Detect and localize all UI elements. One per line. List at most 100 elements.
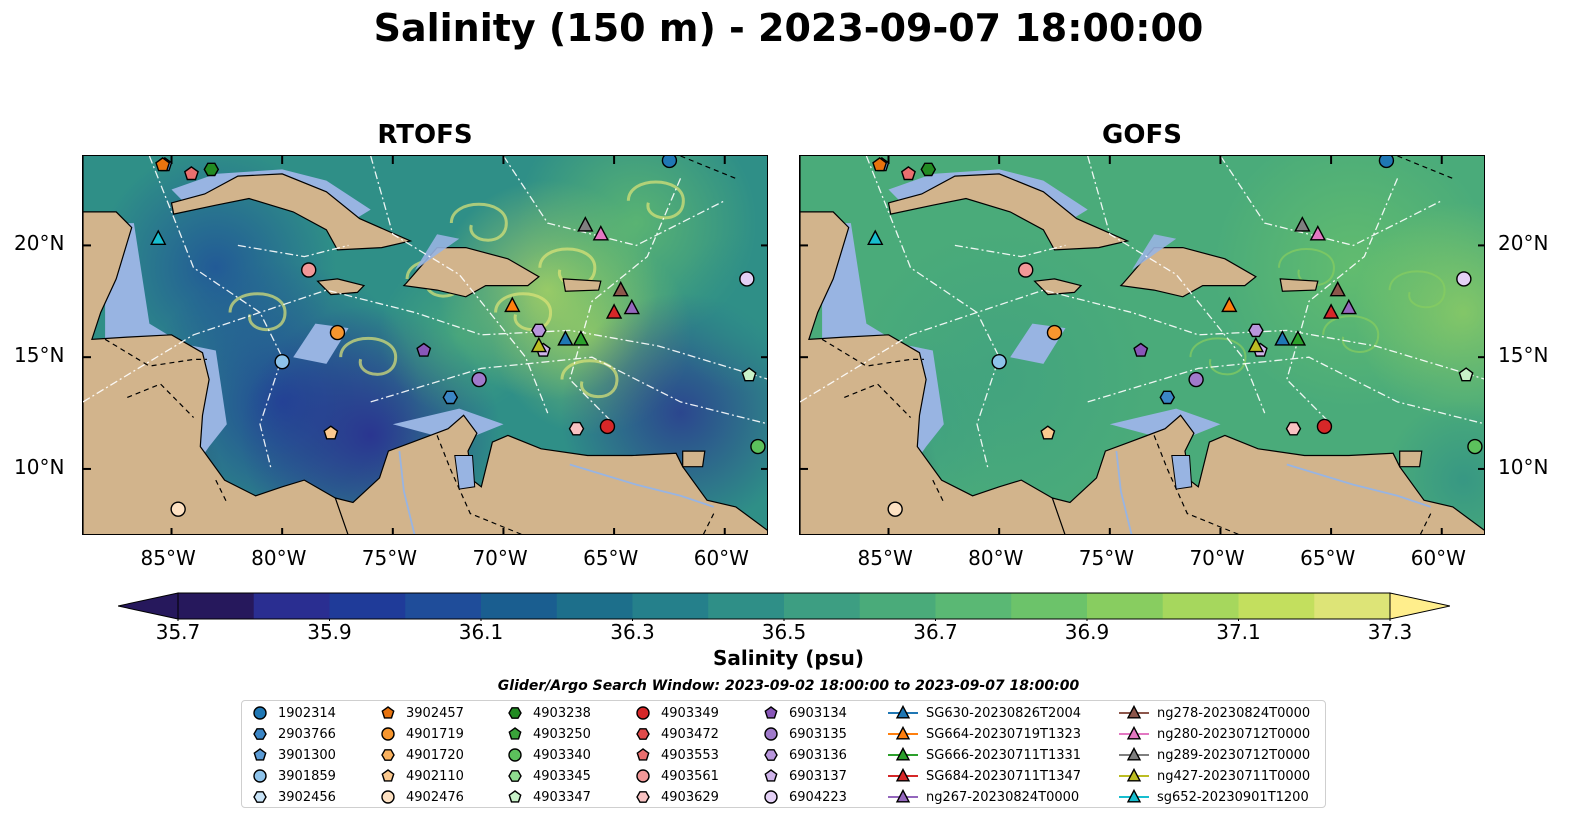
platform-marker-ng278-20230824T0000[interactable]: [612, 280, 629, 297]
legend-entry: ng427-20230711T0000: [1119, 766, 1310, 786]
legend-marker-triangle-icon: [1119, 704, 1149, 719]
platform-marker-2903766[interactable]: [442, 390, 459, 405]
platform-marker-4903629[interactable]: [1285, 421, 1302, 436]
platform-marker-SG666-20230711T1331[interactable]: [572, 330, 590, 346]
legend-marker-pentagon-icon: [764, 769, 778, 782]
platform-marker-ng427-20230711T0000[interactable]: [1247, 336, 1265, 353]
legend-marker-hexagon-icon: [381, 749, 395, 761]
platform-marker-2903766[interactable]: [1159, 390, 1176, 405]
legend-entry: ng278-20230824T0000: [1119, 703, 1310, 723]
legend-label: 1902314: [278, 705, 336, 721]
platform-marker-SG630-20230826T2004[interactable]: [1274, 330, 1291, 346]
platform-marker-3902457[interactable]: [155, 157, 171, 172]
legend-entry: 4903238: [505, 703, 591, 723]
legend-title: Glider/Argo Search Window: 2023-09-02 18…: [497, 678, 1080, 694]
platform-marker-ng289-20230712T0000[interactable]: [577, 216, 594, 232]
legend-marker-pentagon-icon: [764, 706, 778, 719]
platform-marker-SG684-20230711T1347[interactable]: [1322, 303, 1340, 319]
legend-entry: 6903135: [761, 724, 847, 744]
legend-entry: 6904223: [761, 787, 847, 807]
platform-marker-ng267-20230824T0000[interactable]: [623, 298, 640, 315]
platform-marker-4903340[interactable]: [1467, 438, 1483, 455]
colorbar-segment: [784, 593, 861, 619]
platform-marker-4903347[interactable]: [741, 367, 757, 382]
platform-marker-3902457[interactable]: [872, 157, 888, 172]
legend-marker-hexagon-icon: [764, 749, 778, 761]
colorbar-segment: [1087, 593, 1164, 619]
platform-marker-4903349[interactable]: [599, 418, 616, 435]
legend-entry: 4901719: [378, 724, 464, 744]
legend-marker-circle-icon: [508, 748, 522, 762]
platform-marker-6904223[interactable]: [739, 271, 755, 287]
platform-marker-6904223[interactable]: [1456, 271, 1472, 287]
platform-marker-sg652-20230901T1200[interactable]: [867, 229, 884, 246]
platform-marker-4903238[interactable]: [203, 162, 220, 177]
platform-marker-ng427-20230711T0000[interactable]: [530, 336, 548, 353]
colorbar-segment: [556, 593, 633, 619]
platform-marker-1902314[interactable]: [661, 156, 678, 169]
map-panel-rtofs[interactable]: [82, 155, 768, 535]
platform-marker-6903134[interactable]: [1133, 342, 1149, 357]
platform-marker-6903134[interactable]: [416, 342, 432, 357]
platform-marker-4902476[interactable]: [170, 501, 186, 517]
platform-marker-ng267-20230824T0000[interactable]: [1340, 298, 1357, 315]
legend-marker-circle-icon: [764, 790, 778, 804]
platform-marker-ng280-20230712T0000[interactable]: [592, 225, 609, 241]
legend-label: 3901300: [278, 747, 336, 763]
platform-marker-4903553[interactable]: [900, 166, 916, 181]
legend-marker-hexagon-icon: [636, 728, 650, 740]
platform-marker-SG666-20230711T1331[interactable]: [1289, 330, 1307, 346]
map-panel-gofs[interactable]: [799, 155, 1485, 535]
legend-label: 4903345: [533, 768, 591, 784]
platform-marker-6903135[interactable]: [471, 371, 487, 388]
legend-label: 4902476: [406, 789, 464, 805]
lon-tick-label: 70°W: [472, 546, 528, 570]
colorbar-segment: [178, 593, 255, 619]
platform-marker-6903136[interactable]: [1248, 323, 1264, 338]
platform-marker-4902476[interactable]: [887, 501, 903, 517]
platform-marker-SG664-20230719T1323[interactable]: [504, 296, 521, 313]
legend-marker-hexagon-icon: [253, 728, 267, 740]
platform-marker-SG664-20230719T1323[interactable]: [1221, 296, 1238, 313]
platform-marker-4901719[interactable]: [1046, 324, 1063, 341]
platform-marker-4903629[interactable]: [568, 421, 585, 436]
lat-tick-label-right: 20°N: [1498, 231, 1549, 256]
platform-marker-SG684-20230711T1347[interactable]: [605, 303, 623, 319]
platform-marker-4903553[interactable]: [183, 166, 199, 181]
platform-marker-ng278-20230824T0000[interactable]: [1329, 280, 1346, 297]
platform-marker-6903135[interactable]: [1188, 371, 1204, 388]
platform-marker-4902110[interactable]: [323, 425, 339, 440]
platform-marker-ng280-20230712T0000[interactable]: [1309, 225, 1326, 241]
platform-marker-6903136[interactable]: [531, 323, 547, 338]
legend-label: SG666-20230711T1331: [926, 747, 1082, 763]
platform-marker-3901859[interactable]: [274, 353, 290, 370]
legend-marker-triangle-icon: [888, 788, 918, 803]
platform-marker-4902110[interactable]: [1040, 425, 1056, 440]
platform-marker-4901719[interactable]: [329, 324, 346, 341]
legend-marker-pentagon-icon: [636, 748, 650, 761]
legend-marker-pentagon-icon: [508, 727, 522, 740]
figure-title: Salinity (150 m) - 2023-09-07 18:00:00: [373, 6, 1204, 50]
colorbar-tick-label: 37.3: [1367, 620, 1413, 644]
colorbar-extend-high: [1389, 592, 1451, 620]
platform-marker-4903561[interactable]: [301, 262, 317, 278]
platform-marker-4903347[interactable]: [1458, 367, 1474, 382]
legend-label: 4903238: [533, 705, 591, 721]
platform-marker-sg652-20230901T1200[interactable]: [150, 229, 167, 246]
platform-marker-4903561[interactable]: [1018, 262, 1034, 278]
platform-marker-4903349[interactable]: [1316, 418, 1333, 435]
platform-marker-4903238[interactable]: [920, 162, 937, 177]
platform-marker-1902314[interactable]: [1378, 156, 1395, 169]
legend-label: SG630-20230826T2004: [926, 705, 1082, 721]
platform-marker-3901859[interactable]: [991, 353, 1007, 370]
platform-marker-4903340[interactable]: [750, 438, 766, 455]
legend-entry: 4903340: [505, 745, 591, 765]
legend-entry: 4903629: [633, 787, 719, 807]
lat-tick-label-left: 10°N: [14, 454, 65, 479]
legend-label: 3902456: [278, 789, 336, 805]
colorbar-tick-label: 36.9: [1064, 620, 1110, 644]
platform-marker-SG630-20230826T2004[interactable]: [557, 330, 574, 346]
legend-marker-hexagon-icon: [636, 791, 650, 803]
legend-entry: 6903134: [761, 703, 847, 723]
platform-marker-ng289-20230712T0000[interactable]: [1294, 216, 1311, 232]
